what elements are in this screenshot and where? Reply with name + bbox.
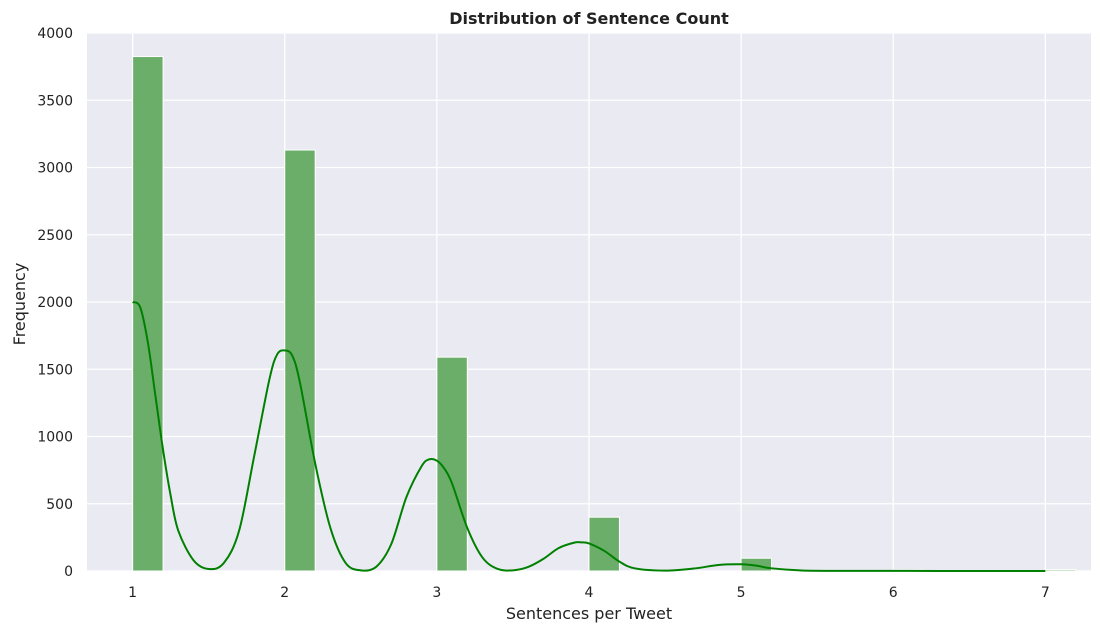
histogram-bar — [1044, 569, 1077, 572]
y-tick-label: 2500 — [37, 228, 73, 244]
histogram-bar — [284, 149, 316, 572]
x-tick-label: 7 — [1041, 585, 1050, 601]
y-tick-label: 3500 — [37, 93, 73, 109]
y-tick-label: 3000 — [37, 161, 73, 177]
x-tick-label: 2 — [280, 585, 289, 601]
histogram-bars — [132, 56, 1077, 572]
y-tick-label: 1000 — [37, 430, 73, 446]
y-tick-label: 1500 — [37, 362, 73, 378]
chart-title: Distribution of Sentence Count — [449, 9, 729, 28]
kde-line — [132, 301, 1046, 573]
y-axis-label: Frequency — [10, 263, 29, 346]
y-tick-label: 500 — [46, 497, 73, 513]
y-tick-label: 4000 — [37, 26, 73, 42]
x-axis-label: Sentences per Tweet — [506, 604, 672, 623]
x-tick-label: 5 — [737, 585, 746, 601]
y-tick-label: 0 — [64, 564, 73, 580]
histogram-bar — [588, 516, 620, 572]
x-tick-label: 4 — [585, 585, 594, 601]
y-tick-labels: 0 500 1000 1500 2000 2500 3000 3500 4000 — [37, 26, 73, 580]
x-tick-label: 1 — [128, 585, 137, 601]
histogram-bar — [132, 56, 164, 572]
y-tick-label: 2000 — [37, 295, 73, 311]
x-tick-label: 3 — [432, 585, 441, 601]
x-tick-labels: 1 2 3 4 5 6 7 — [128, 585, 1050, 601]
x-tick-label: 6 — [889, 585, 898, 601]
